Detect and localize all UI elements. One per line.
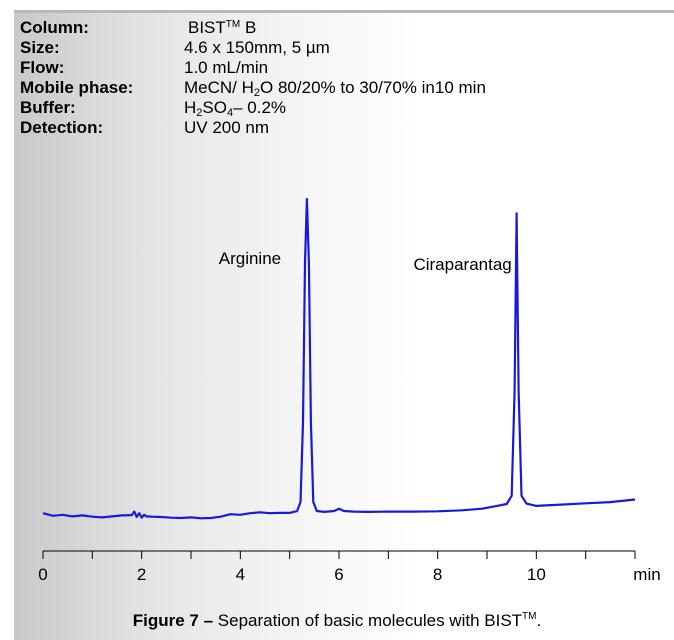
mobile-phase-value: MeCN/ H2O 80/20% to 30/70% in10 min [184,78,486,99]
column-tm: TM [225,19,241,30]
buffer-subscript-2: 4 [226,107,234,119]
column-row: Column: BISTTM B [20,18,486,38]
mobile-phase-row: Mobile phase: MeCN/ H2O 80/20% to 30/70%… [20,78,486,99]
column-prefix: BIST [188,18,226,37]
caption-end: . [536,611,542,630]
caption-tm: TM [522,611,537,622]
buffer-part-b: SO [202,98,227,117]
detection-value: UV 200 nm [184,118,270,137]
buffer-part-c: – 0.2% [233,98,287,117]
size-label: Size: [20,38,60,57]
size-value: 4.6 x 150mm, 5 µm [184,38,330,57]
flow-label: Flow: [20,58,65,77]
x-tick-label: 6 [334,565,343,584]
x-tick-label: 0 [38,565,47,584]
method-conditions: Column: BISTTM B Size: 4.6 x 150mm, 5 µm… [20,18,486,138]
caption-text: Separation of basic molecules with BIST [213,611,523,630]
detection-label: Detection: [20,118,104,137]
chromatogram-trace [42,197,636,520]
mobile-phase-part-b: O 80/20% to 30/70% in10 min [260,78,486,97]
figure-caption: Figure 7 – Separation of basic molecules… [0,611,674,631]
buffer-part-a: H [184,98,197,117]
mobile-phase-subscript: 2 [253,87,261,99]
x-tick-label: 4 [236,565,245,584]
buffer-row: Buffer: H2SO4– 0.2% [20,98,486,119]
peak-label: Arginine [219,249,281,268]
x-tick-label: 10 [527,565,546,584]
flow-row: Flow: 1.0 mL/min [20,58,486,78]
column-suffix: B [240,18,257,37]
x-tick-label: 2 [137,565,146,584]
flow-value: 1.0 mL/min [184,58,269,77]
mobile-phase-label: Mobile phase: [20,78,134,97]
peak-label: Ciraparantag [413,255,511,274]
buffer-value: H2SO4– 0.2% [184,98,287,119]
column-label: Column: [20,18,89,37]
buffer-label: Buffer: [20,98,76,117]
figure-panel [14,10,674,640]
column-value: BISTTM B [184,18,256,38]
x-axis-label: min [633,565,660,584]
detection-row: Detection: UV 200 nm [20,118,486,138]
mobile-phase-part-a: MeCN/ H [184,78,254,97]
x-tick-label: 8 [433,565,442,584]
buffer-subscript-1: 2 [196,107,203,119]
caption-figure-number: Figure 7 – [132,611,214,630]
size-row: Size: 4.6 x 150mm, 5 µm [20,38,486,58]
